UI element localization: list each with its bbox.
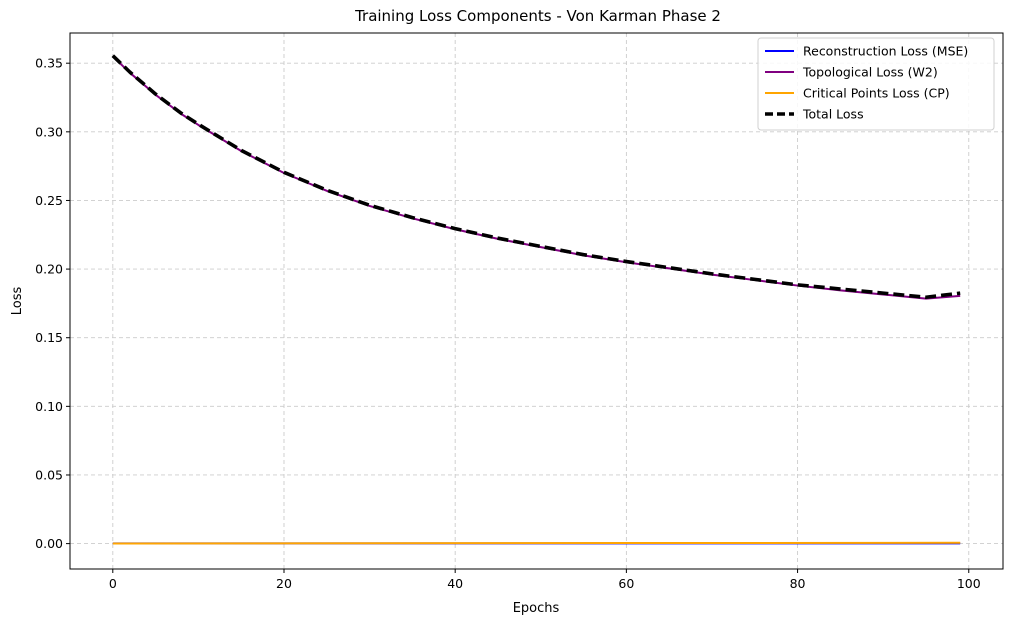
y-tick-label: 0.30 xyxy=(35,124,63,139)
legend-label: Total Loss xyxy=(802,107,864,122)
plot-frame xyxy=(69,32,1004,570)
x-tick-label: 60 xyxy=(618,576,634,591)
legend: Reconstruction Loss (MSE) Topological Los… xyxy=(757,37,995,131)
chart-title: Training Loss Components - Von Karman Ph… xyxy=(354,7,721,25)
legend-label: Critical Points Loss (CP) xyxy=(803,86,950,101)
axis-ticks: 0 20 40 60 80 100 0.00 0.05 0.10 0.15 0.20 0.25 0.30… xyxy=(35,56,981,591)
y-axis-label: Loss xyxy=(10,287,25,316)
x-tick-label: 20 xyxy=(276,576,292,591)
legend-label: Reconstruction Loss (MSE) xyxy=(803,44,968,59)
y-tick-label: 0.15 xyxy=(35,330,63,345)
y-tick-label: 0.25 xyxy=(35,193,63,208)
series-lines xyxy=(111,54,961,545)
x-tick-label: 40 xyxy=(447,576,463,591)
x-tick-label: 100 xyxy=(957,576,981,591)
y-tick-label: 0.00 xyxy=(35,536,63,551)
series-line-2 xyxy=(112,541,961,545)
y-tick-label: 0.10 xyxy=(35,399,63,414)
x-axis-label: Epochs xyxy=(513,601,560,616)
y-tick-label: 0.35 xyxy=(35,56,63,71)
x-tick-label: 0 xyxy=(109,576,117,591)
legend-label: Topological Loss (W2) xyxy=(802,65,938,80)
legend-box xyxy=(757,37,995,131)
series-line-3 xyxy=(111,54,961,300)
y-tick-label: 0.05 xyxy=(35,467,63,482)
y-tick-label: 0.20 xyxy=(35,262,63,277)
x-tick-label: 80 xyxy=(790,576,806,591)
